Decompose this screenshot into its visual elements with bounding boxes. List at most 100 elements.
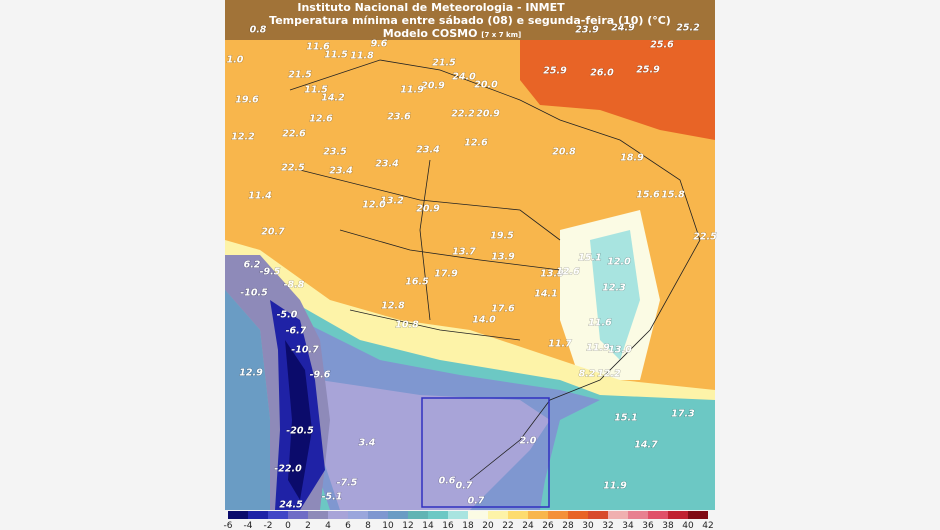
temperature-label: 11.6 xyxy=(588,318,612,329)
color-box xyxy=(388,511,408,519)
temperature-label: 26.0 xyxy=(590,68,614,79)
pacific xyxy=(225,290,270,510)
temperature-label: 17.3 xyxy=(671,409,695,420)
temperature-label: 12.6 xyxy=(556,267,580,278)
color-box xyxy=(368,511,388,519)
temperature-label: 25.6 xyxy=(650,40,674,51)
andes-peak xyxy=(285,340,312,500)
colorbar-label: 0 xyxy=(285,521,291,530)
model: Modelo COSMO [7 x 7 km] xyxy=(383,27,521,40)
title: Instituto Nacional de Meteorologia - INM… xyxy=(297,1,565,14)
temperature-label: -7.5 xyxy=(337,478,358,489)
color-box xyxy=(548,511,568,519)
temperature-label: 25.9 xyxy=(543,66,567,77)
map-labels: 23.9 24.9 25.225.60.81.011.611.5 11.89.621.… xyxy=(226,22,718,511)
temperature-label: 0.6 xyxy=(439,476,456,487)
color-box xyxy=(468,511,488,519)
borders xyxy=(289,59,701,481)
temperature-label: 2.0 xyxy=(520,436,537,447)
colorbar-label: 14 xyxy=(422,521,434,530)
colorbar-label: 36 xyxy=(642,521,654,530)
temperature-label: 11.7 xyxy=(548,339,572,350)
temperature-label: 12.0 xyxy=(362,200,386,211)
temperature-label: -10.7 xyxy=(291,345,319,356)
colorbar-label: 30 xyxy=(582,521,594,530)
color-box xyxy=(608,511,628,519)
colorbar-label: 38 xyxy=(662,521,674,530)
temperature-label: 23.5 xyxy=(323,147,347,158)
temperature-label: 11.5 xyxy=(324,50,348,61)
temperature-label: 0.7 xyxy=(456,481,473,492)
temperature-label: 23.4 xyxy=(375,159,399,170)
temperature-label: 20.8 xyxy=(552,147,576,158)
temperature-label: 21.5 xyxy=(288,70,312,81)
subtitle: Temperatura mínima entre sábado (08) e s… xyxy=(269,14,671,27)
warm-ocean xyxy=(520,40,715,140)
temperature-label: 24.0 xyxy=(452,72,476,83)
colorbar-label: 12 xyxy=(402,521,413,530)
map xyxy=(225,0,715,510)
colorbar-label: 8 xyxy=(365,521,371,530)
color-box xyxy=(428,511,448,519)
temperature-label: -9.6 xyxy=(310,370,331,381)
temperature-label: 12.0 xyxy=(607,257,631,268)
color-box xyxy=(248,511,268,519)
temperature-label: 20.0 xyxy=(474,80,498,91)
temperature-label: 11.4 xyxy=(248,191,272,202)
temperature-label: 18.9 xyxy=(620,153,644,164)
temperature-label: 8.2 xyxy=(579,369,596,380)
temperature-label: 0.8 xyxy=(250,25,267,36)
temperature-label: 14.2 xyxy=(321,93,345,104)
color-box xyxy=(288,511,308,519)
temperature-label: 1.0 xyxy=(227,55,244,66)
temperature-label: 13.9 xyxy=(540,269,564,280)
temperature-label: 15.6 xyxy=(636,190,660,201)
temperature-label: 23.9 xyxy=(575,25,599,36)
temperature-label: 11.9 xyxy=(400,85,424,96)
color-box xyxy=(228,511,248,519)
temperature-label: 12.6 xyxy=(309,114,333,125)
temperature-label: 23.4 xyxy=(329,166,353,177)
colorbar-label: 22 xyxy=(502,521,513,530)
colorbar-label: 4 xyxy=(325,521,331,530)
colorbar-label: 32 xyxy=(602,521,613,530)
temperature-label: 0.7 xyxy=(468,496,485,507)
color-box xyxy=(628,511,648,519)
temperature-label: 13.0 xyxy=(608,345,632,356)
header-band xyxy=(225,0,715,40)
temperature-label: 15.1 xyxy=(578,253,601,264)
temperature-label: 13.7 xyxy=(452,247,476,258)
colorbar-label: 20 xyxy=(482,521,494,530)
color-box xyxy=(308,511,328,519)
temperature-label: 12.3 xyxy=(602,283,626,294)
temperature-label: 23.6 xyxy=(387,112,411,123)
temperature-label: 10.8 xyxy=(395,320,419,331)
temperature-label: -9.5 xyxy=(260,267,281,278)
temperature-label: 22.5 xyxy=(281,163,305,174)
temperature-label: 3.4 xyxy=(359,438,376,449)
temperature-label: 13.9 xyxy=(491,252,515,263)
temperature-label: 24.9 xyxy=(611,23,635,34)
color-box xyxy=(688,511,708,519)
colorbar-label: 26 xyxy=(542,521,554,530)
colorbar-label: 6 xyxy=(345,521,351,530)
temperature-label: 14.0 xyxy=(472,315,496,326)
color-box xyxy=(508,511,528,519)
temperature-label: 22.2 xyxy=(451,109,475,120)
temperature-label: 12.2 xyxy=(597,369,621,380)
temperature-label: 19.5 xyxy=(490,231,514,242)
color-box xyxy=(668,511,688,519)
color-box xyxy=(408,511,428,519)
colorbar-label: 2 xyxy=(305,521,311,530)
color-box xyxy=(648,511,668,519)
temperature-label: 11.5 xyxy=(304,85,328,96)
color-box xyxy=(448,511,468,519)
temperature-label: 15.8 xyxy=(661,190,685,201)
temperature-label: 21.5 xyxy=(432,58,456,69)
colorbar-label: 18 xyxy=(462,521,474,530)
temperature-label: 15.1 xyxy=(614,413,637,424)
resolution: [7 x 7 km] xyxy=(481,31,521,39)
temperature-label: 12.2 xyxy=(231,132,255,143)
colorbar-label: 28 xyxy=(562,521,574,530)
color-box xyxy=(588,511,608,519)
